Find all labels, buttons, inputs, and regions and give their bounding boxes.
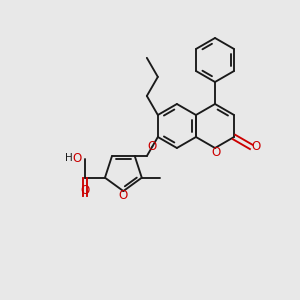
Text: O: O bbox=[80, 184, 90, 197]
Text: O: O bbox=[212, 146, 220, 160]
Text: H: H bbox=[65, 153, 73, 163]
Text: O: O bbox=[252, 140, 261, 153]
Text: O: O bbox=[148, 140, 157, 153]
Text: O: O bbox=[119, 189, 128, 202]
Text: O: O bbox=[73, 152, 82, 166]
